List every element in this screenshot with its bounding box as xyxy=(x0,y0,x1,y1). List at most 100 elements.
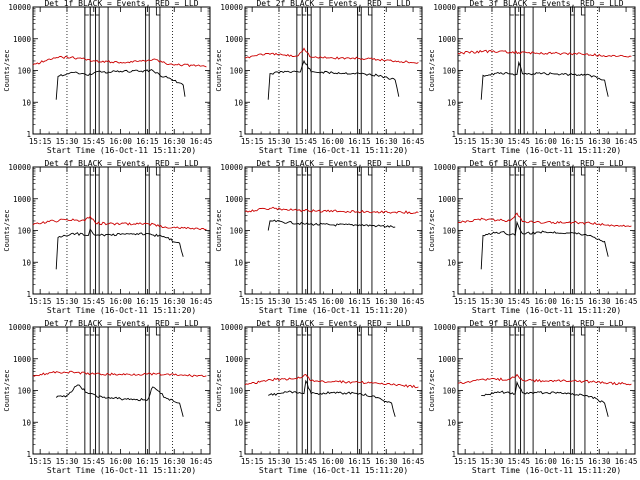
x-tick-label: 15:30 xyxy=(268,297,291,306)
x-axis-label: Start Time (16-Oct-11 15:11:20) xyxy=(47,146,196,155)
x-axis-label: Start Time (16-Oct-11 15:11:20) xyxy=(259,146,408,155)
chart-title: Det 7f BLACK = Events, RED = LLD xyxy=(44,319,198,328)
plot-frame xyxy=(32,166,211,295)
x-axis-label: Start Time (16-Oct-11 15:11:20) xyxy=(472,466,621,475)
y-axis-label: Counts/sec xyxy=(215,369,223,411)
y-tick-label: 1 xyxy=(451,450,456,459)
y-tick-label: 10000 xyxy=(8,323,31,332)
flag-marker xyxy=(580,7,586,16)
series-lld-red xyxy=(32,215,207,231)
y-tick-label: 10 xyxy=(234,258,244,267)
series-lld-red xyxy=(32,370,207,378)
flag-marker xyxy=(357,167,362,176)
x-tick-label: 15:15 xyxy=(241,457,264,466)
x-tick-label: 16:30 xyxy=(375,297,398,306)
series-lld-red xyxy=(457,212,632,227)
x-tick-label: 16:45 xyxy=(402,457,425,466)
x-tick-label: 15:45 xyxy=(507,457,530,466)
flag-marker xyxy=(145,327,150,336)
x-tick-label: 15:15 xyxy=(29,457,52,466)
series-lld-red xyxy=(244,373,419,389)
series-events-black xyxy=(268,379,396,417)
x-tick-label: 15:45 xyxy=(294,137,317,146)
y-tick-label: 10 xyxy=(22,258,32,267)
y-tick-label: 10000 xyxy=(220,163,243,172)
flag-marker xyxy=(307,327,312,336)
y-tick-label: 1 xyxy=(26,450,31,459)
x-tick-label: 15:45 xyxy=(507,137,530,146)
chart-title: Det 8f BLACK = Events, RED = LLD xyxy=(256,319,410,328)
chart-panel-9: Det 9f BLACK = Events, RED = LLD 1 10 100 10… xyxy=(428,319,637,475)
y-tick-label: 10 xyxy=(447,258,457,267)
flag-marker xyxy=(307,7,312,16)
flag-marker xyxy=(301,327,307,336)
x-tick-label: 15:45 xyxy=(507,297,530,306)
x-tick-label: 16:15 xyxy=(348,457,371,466)
x-tick-label: 15:30 xyxy=(268,137,291,146)
y-tick-label: 1 xyxy=(238,450,243,459)
x-tick-label: 16:30 xyxy=(588,457,611,466)
flag-marker xyxy=(95,7,100,16)
x-tick-label: 16:00 xyxy=(321,457,344,466)
flag-marker xyxy=(570,327,575,336)
chart-title: Det 3f BLACK = Events, RED = LLD xyxy=(469,0,623,8)
chart-title: Det 1f BLACK = Events, RED = LLD xyxy=(44,0,198,8)
x-tick-label: 15:15 xyxy=(29,137,52,146)
y-tick-label: 1 xyxy=(451,130,456,139)
y-tick-label: 10 xyxy=(234,98,244,107)
y-tick-label: 10 xyxy=(447,98,457,107)
flag-marker xyxy=(301,7,307,16)
y-tick-label: 1000 xyxy=(13,195,32,204)
x-tick-label: 16:00 xyxy=(321,137,344,146)
plot-frame xyxy=(457,166,636,295)
flag-marker xyxy=(95,167,100,176)
y-tick-label: 1000 xyxy=(225,195,244,204)
flag-marker xyxy=(84,167,89,176)
flag-marker xyxy=(514,167,520,176)
series-events-black xyxy=(480,220,609,270)
x-tick-label: 16:15 xyxy=(561,297,584,306)
chart-panel-6: Det 6f BLACK = Events, RED = LLD 1 10 100 10… xyxy=(428,159,637,315)
x-tick-label: 16:30 xyxy=(163,297,186,306)
x-tick-label: 16:30 xyxy=(588,297,611,306)
flag-marker xyxy=(84,7,89,16)
y-axis-label: Counts/sec xyxy=(428,209,436,251)
series-lld-red xyxy=(32,55,207,68)
x-tick-label: 16:45 xyxy=(190,297,213,306)
plot-frame xyxy=(244,166,423,295)
x-tick-label: 15:15 xyxy=(454,297,477,306)
y-tick-label: 100 xyxy=(442,227,456,236)
x-tick-label: 16:00 xyxy=(109,457,132,466)
plot-frame xyxy=(32,6,211,135)
y-tick-label: 10 xyxy=(447,418,457,427)
y-axis-label: Counts/sec xyxy=(3,209,11,251)
flag-marker xyxy=(296,327,301,336)
y-axis-label: Counts/sec xyxy=(215,49,223,91)
series-events-black xyxy=(55,228,184,270)
x-tick-label: 16:45 xyxy=(402,297,425,306)
y-tick-label: 1000 xyxy=(13,35,32,44)
chart-title: Det 4f BLACK = Events, RED = LLD xyxy=(44,159,198,168)
x-tick-label: 16:30 xyxy=(375,137,398,146)
x-axis-label: Start Time (16-Oct-11 15:11:20) xyxy=(47,306,196,315)
y-axis-label: Counts/sec xyxy=(3,369,11,411)
series-events-black xyxy=(267,219,396,231)
y-tick-label: 1000 xyxy=(438,195,457,204)
series-events-black xyxy=(267,59,400,100)
chart-title: Det 5f BLACK = Events, RED = LLD xyxy=(256,159,410,168)
flag-marker xyxy=(307,167,312,176)
y-tick-label: 10000 xyxy=(433,3,456,12)
x-tick-label: 15:30 xyxy=(481,297,504,306)
series-events-black xyxy=(480,60,609,100)
series-lld-red xyxy=(457,49,632,58)
chart-title: Det 6f BLACK = Events, RED = LLD xyxy=(469,159,623,168)
x-tick-label: 15:30 xyxy=(481,137,504,146)
y-tick-label: 10 xyxy=(22,418,32,427)
y-tick-label: 1000 xyxy=(438,35,457,44)
chart-panel-2: Det 2f BLACK = Events, RED = LLD 1 10 100 10… xyxy=(215,0,424,155)
x-tick-label: 15:30 xyxy=(268,457,291,466)
flag-marker xyxy=(570,7,575,16)
x-tick-label: 16:00 xyxy=(534,137,557,146)
plot-frame xyxy=(244,6,423,135)
